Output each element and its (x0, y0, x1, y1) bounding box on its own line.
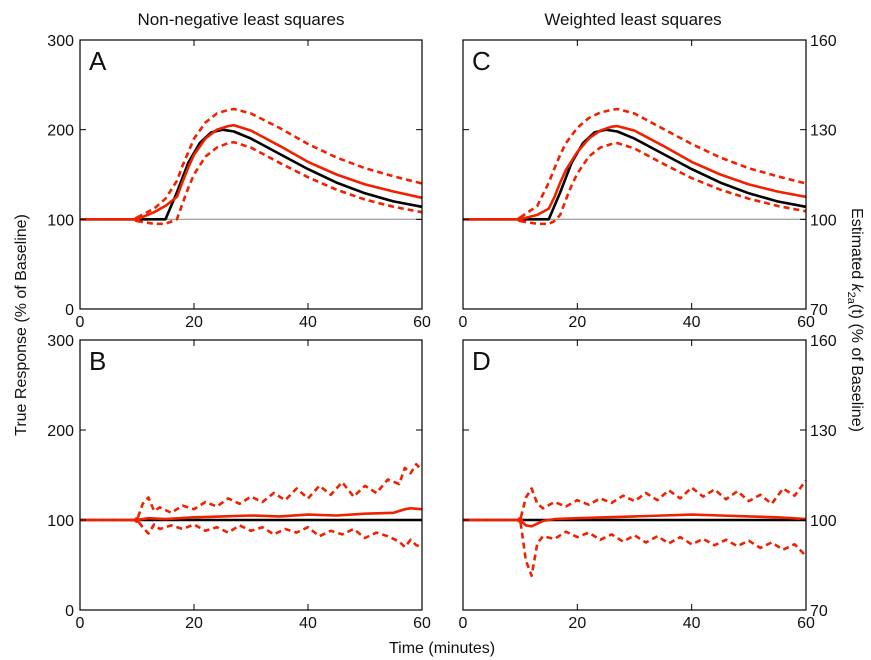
x-tick-label-b-40: 40 (299, 615, 317, 632)
panel-a: 0 20 40 60 0 100 200 300 A (47, 33, 431, 331)
plot-frame-a (79, 39, 423, 310)
series-b-estimate-lower (80, 518, 423, 549)
series-c-true (463, 128, 807, 221)
x-tick-label-c-0: 0 (459, 314, 468, 331)
series-d-estimate-mean (463, 513, 807, 528)
y-tick-label-b-200: 200 (47, 423, 74, 440)
x-tick-label-d-0: 0 (459, 615, 468, 632)
panel-letter-a: A (89, 46, 107, 76)
y-tick-label-a-100: 100 (47, 212, 74, 229)
y-tick-label-c-130: 130 (810, 123, 837, 140)
y-tick-label-d-100: 100 (810, 513, 837, 530)
right-y-axis-label: Estimated k2a(t) (% of Baseline) (845, 208, 865, 432)
y-tick-label-d-70: 70 (810, 603, 828, 620)
x-tick-label-a-40: 40 (299, 314, 317, 331)
left-y-axis-label: True Response (% of Baseline) (13, 214, 30, 436)
series-a-true (80, 128, 423, 221)
x-tick-label-a-20: 20 (185, 314, 203, 331)
start-marker-a (134, 216, 140, 223)
y-tick-label-b-300: 300 (47, 333, 74, 350)
series-a-estimate-mean (80, 123, 423, 221)
y-tick-label-b-100: 100 (47, 513, 74, 530)
right-y-label-sub: 2a (845, 292, 857, 305)
plot-frame-c (462, 39, 807, 310)
series-d-estimate-lower (463, 518, 807, 578)
plot-frame-d (462, 339, 807, 611)
series-c-estimate-mean (463, 124, 807, 221)
right-y-label-suffix: (t) (% of Baseline) (848, 304, 865, 432)
start-marker-c (517, 216, 524, 223)
x-tick-label-b-60: 60 (413, 615, 431, 632)
y-tick-label-d-130: 130 (810, 423, 837, 440)
x-tick-label-c-60: 60 (797, 314, 815, 331)
y-tick-label-c-70: 70 (810, 302, 828, 319)
panel-letter-d: D (472, 346, 491, 376)
series-d-estimate-upper (463, 479, 808, 522)
right-y-label-prefix: Estimated (848, 208, 865, 284)
right-y-label-k: k (848, 284, 865, 293)
series-c-estimate-lower (519, 141, 807, 226)
y-tick-label-d-160: 160 (810, 333, 837, 350)
x-axis-label: Time (minutes) (389, 640, 495, 657)
x-tick-label-c-20: 20 (568, 314, 586, 331)
x-tick-label-d-60: 60 (797, 615, 815, 632)
right-column-title: Weighted least squares (544, 10, 721, 29)
x-tick-label-d-40: 40 (683, 615, 701, 632)
panel-letter-c: C (472, 46, 491, 76)
x-tick-label-a-60: 60 (413, 314, 431, 331)
plot-frame-b (79, 339, 423, 611)
y-tick-label-a-200: 200 (47, 123, 74, 140)
y-tick-label-a-0: 0 (65, 302, 74, 319)
panel-letter-b: B (89, 346, 106, 376)
x-tick-label-c-40: 40 (683, 314, 701, 331)
y-tick-label-c-160: 160 (810, 33, 837, 50)
start-marker-d (517, 517, 524, 523)
series-b-estimate-upper (80, 462, 423, 522)
x-tick-label-b-0: 0 (76, 615, 85, 632)
left-column-title: Non-negative least squares (138, 10, 345, 29)
y-tick-label-b-0: 0 (65, 603, 74, 620)
series-a-estimate-lower (136, 140, 423, 226)
series-a-estimate-upper (136, 107, 423, 219)
y-tick-label-c-100: 100 (810, 212, 837, 229)
panel-b: 0 20 40 60 0 100 200 300 B (47, 333, 431, 632)
x-tick-label-d-20: 20 (568, 615, 586, 632)
series-b-estimate-mean (80, 506, 423, 522)
x-tick-label-b-20: 20 (185, 615, 203, 632)
start-marker-b (134, 517, 140, 523)
x-tick-label-a-0: 0 (76, 314, 85, 331)
y-tick-label-a-300: 300 (47, 33, 74, 50)
